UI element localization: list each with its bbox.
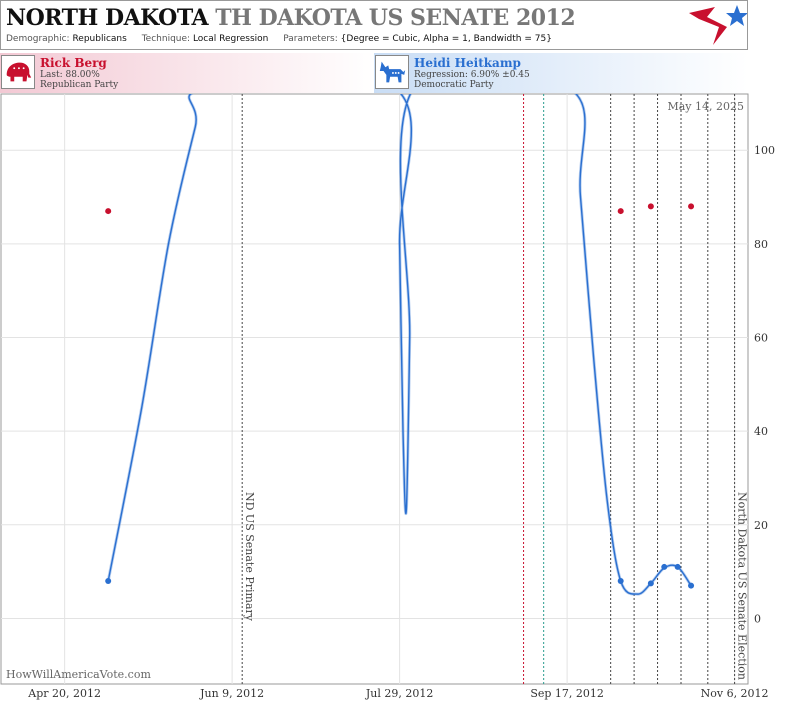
regression-line xyxy=(107,94,692,595)
rep-candidate-last: Last: 88.00% xyxy=(40,70,100,80)
chart-header: NORTH DAKOTA TH DAKOTA US SENATE 2012 De… xyxy=(0,0,748,50)
x-tick-label: Apr 20, 2012 xyxy=(27,687,101,700)
data-point xyxy=(688,203,695,210)
technique-key: Technique: xyxy=(141,34,191,44)
series-layer xyxy=(105,94,695,596)
technique-value: Local Regression xyxy=(192,34,269,44)
rep-candidate-party: Republican Party xyxy=(40,80,119,90)
y-tick-label: 60 xyxy=(754,331,768,344)
data-point xyxy=(105,577,112,584)
watermark: HowWillAmericaVote.com xyxy=(6,668,151,681)
demographic-key: Demographic: xyxy=(6,34,70,44)
candidate-legend: Rick Berg Last: 88.00% Republican Party … xyxy=(0,53,748,93)
candidate-rep: Rick Berg Last: 88.00% Republican Party xyxy=(0,53,374,93)
y-tick-label: 100 xyxy=(754,144,775,157)
y-tick-label: 40 xyxy=(754,425,768,438)
chart-title: NORTH DAKOTA TH DAKOTA US SENATE 2012 xyxy=(6,5,576,31)
data-point xyxy=(661,563,668,570)
dem-candidate-regression: Regression: 6.90% ±0.45 xyxy=(414,70,530,80)
rep-candidate-name: Rick Berg xyxy=(40,56,107,70)
y-tick-label: 80 xyxy=(754,238,768,251)
site-logo-icon xyxy=(689,5,747,45)
event-label: North Dakota US Senate Election xyxy=(736,492,749,680)
parameters-line: Demographic: Republicans Technique: Loca… xyxy=(6,34,564,44)
data-point xyxy=(617,577,624,584)
data-point xyxy=(105,208,112,215)
x-tick-label: Nov 6, 2012 xyxy=(701,687,769,700)
elephant-icon xyxy=(1,55,35,89)
demographic-value: Republicans xyxy=(72,34,127,44)
dem-candidate-party: Democratic Party xyxy=(414,80,494,90)
data-point xyxy=(647,580,654,587)
y-tick-label: 0 xyxy=(754,612,761,625)
data-point xyxy=(617,208,624,215)
x-tick-label: Jul 29, 2012 xyxy=(365,687,434,700)
data-point xyxy=(674,563,681,570)
data-point xyxy=(647,203,654,210)
candidate-dem: Heidi Heitkamp Regression: 6.90% ±0.45 D… xyxy=(374,53,748,93)
parameters-value: {Degree = Cubic, Alpha = 1, Bandwidth = … xyxy=(340,34,552,44)
date-stamp: May 14, 2025 xyxy=(667,100,744,113)
event-label: ND US Senate Primary xyxy=(243,492,256,622)
data-point xyxy=(688,582,695,589)
title-state: NORTH DAKOTA xyxy=(6,5,209,31)
x-tick-label: Jun 9, 2012 xyxy=(199,687,264,700)
dem-candidate-name: Heidi Heitkamp xyxy=(414,56,521,70)
y-tick-label: 20 xyxy=(754,519,768,532)
donkey-icon xyxy=(375,55,409,89)
plot-area xyxy=(0,93,749,685)
parameters-key: Parameters: xyxy=(283,34,338,44)
title-race: TH DAKOTA US SENATE 2012 xyxy=(215,5,576,31)
x-tick-label: Sep 17, 2012 xyxy=(530,687,604,700)
